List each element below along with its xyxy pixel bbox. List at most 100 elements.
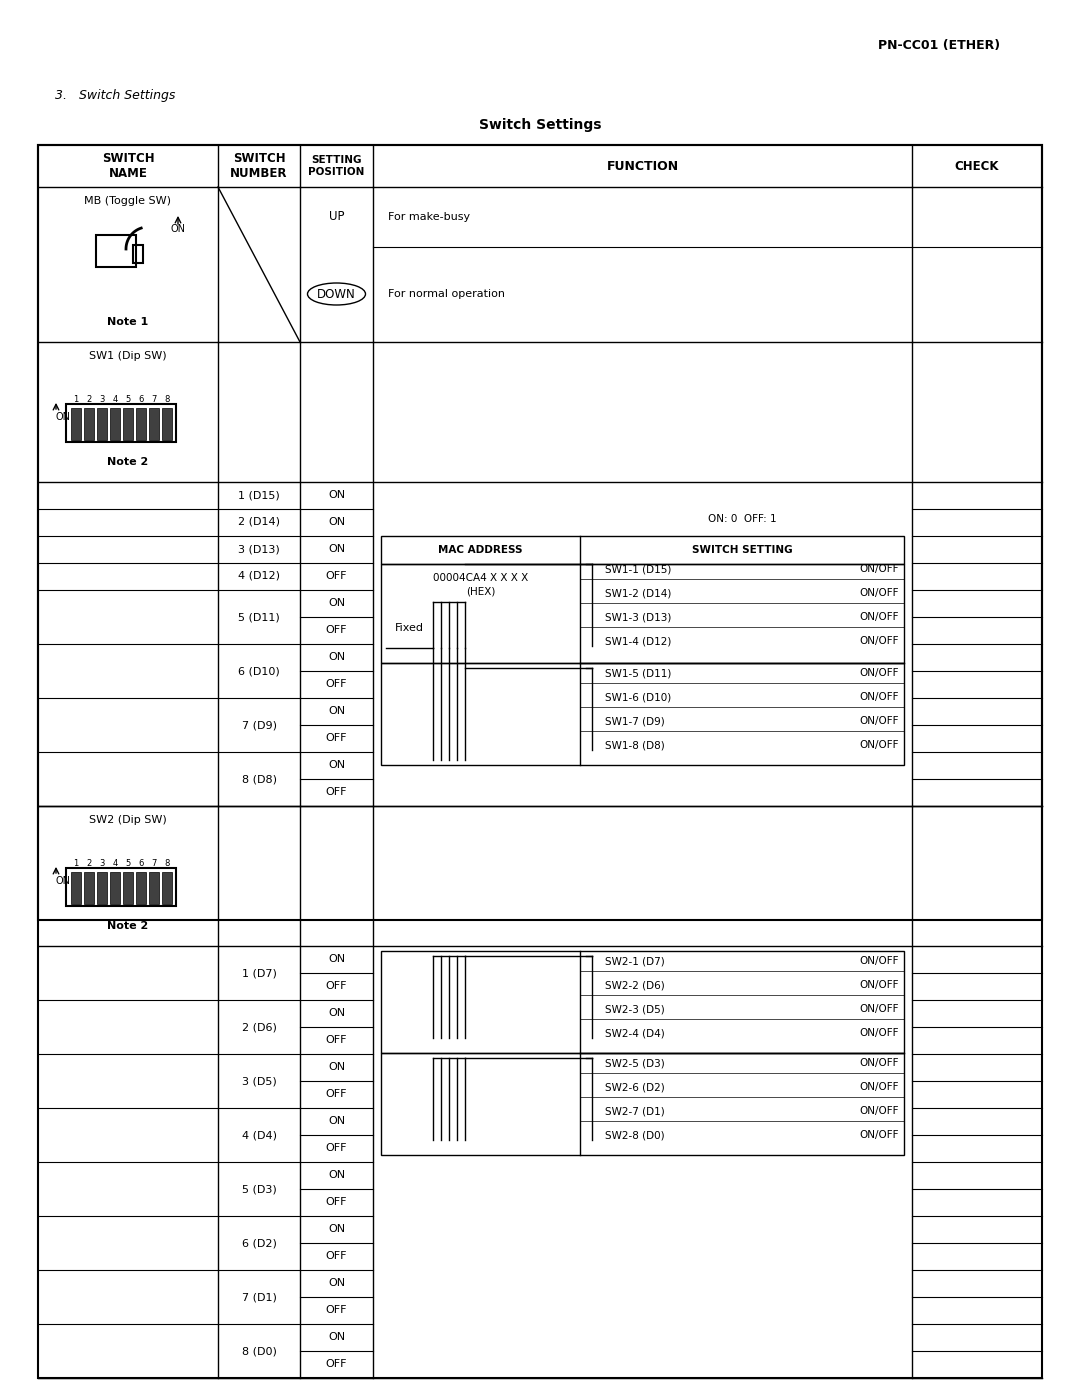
Text: OFF: OFF bbox=[326, 1197, 348, 1207]
Text: Note 2: Note 2 bbox=[107, 921, 149, 930]
Text: OFF: OFF bbox=[326, 679, 348, 689]
Text: 7 (D9): 7 (D9) bbox=[242, 719, 276, 731]
Text: 6: 6 bbox=[138, 395, 144, 405]
Bar bbox=[84, 408, 94, 440]
Text: DOWN: DOWN bbox=[318, 288, 356, 300]
Text: ON/OFF: ON/OFF bbox=[860, 1083, 899, 1092]
Text: 3: 3 bbox=[99, 859, 105, 869]
Bar bbox=[136, 408, 146, 440]
Bar bbox=[97, 408, 107, 440]
Text: ON: ON bbox=[171, 224, 186, 235]
Bar bbox=[149, 872, 159, 904]
Text: SWITCH
NUMBER: SWITCH NUMBER bbox=[230, 152, 287, 180]
Text: OFF: OFF bbox=[326, 571, 348, 581]
Text: Fixed: Fixed bbox=[394, 623, 423, 633]
Bar bbox=[110, 408, 120, 440]
Text: FUNCTION: FUNCTION bbox=[607, 159, 678, 172]
Text: 4 (D4): 4 (D4) bbox=[242, 1130, 276, 1140]
Bar bbox=[381, 664, 904, 766]
Text: ON: ON bbox=[328, 517, 346, 527]
Text: ON/OFF: ON/OFF bbox=[860, 740, 899, 750]
Text: 2: 2 bbox=[86, 395, 92, 405]
Text: ON: ON bbox=[328, 705, 346, 717]
Text: ON: ON bbox=[328, 598, 346, 608]
Text: 4 (D12): 4 (D12) bbox=[238, 571, 280, 581]
Bar bbox=[381, 564, 904, 664]
Text: SW2 (Dip SW): SW2 (Dip SW) bbox=[90, 814, 167, 826]
Text: OFF: OFF bbox=[326, 1143, 348, 1153]
Text: 5 (D11): 5 (D11) bbox=[238, 612, 280, 622]
Bar bbox=[123, 872, 133, 904]
Text: SW2-1 (D7): SW2-1 (D7) bbox=[605, 956, 665, 965]
Text: ON/OFF: ON/OFF bbox=[860, 668, 899, 678]
Text: ON: ON bbox=[328, 1116, 346, 1126]
Text: 6 (D2): 6 (D2) bbox=[242, 1238, 276, 1248]
Text: OFF: OFF bbox=[326, 1250, 348, 1261]
Bar bbox=[71, 408, 81, 440]
Text: SW1-3 (D13): SW1-3 (D13) bbox=[605, 612, 672, 622]
Text: ON: ON bbox=[328, 1171, 346, 1180]
Text: OFF: OFF bbox=[326, 624, 348, 636]
Text: ON: ON bbox=[56, 412, 71, 422]
Bar bbox=[38, 145, 1042, 1377]
Text: ON: ON bbox=[328, 490, 346, 500]
Text: SW1-2 (D14): SW1-2 (D14) bbox=[605, 588, 672, 598]
Text: SW2-3 (D5): SW2-3 (D5) bbox=[605, 1004, 665, 1014]
Text: ON/OFF: ON/OFF bbox=[860, 1004, 899, 1014]
Bar bbox=[381, 1053, 904, 1155]
Bar bbox=[38, 145, 1042, 921]
Text: 3 (D5): 3 (D5) bbox=[242, 1076, 276, 1085]
Text: 7: 7 bbox=[151, 859, 157, 869]
Text: MB (Toggle SW): MB (Toggle SW) bbox=[84, 196, 172, 205]
Text: OFF: OFF bbox=[326, 1090, 348, 1099]
Text: 8 (D8): 8 (D8) bbox=[242, 774, 276, 784]
Text: ON/OFF: ON/OFF bbox=[860, 564, 899, 574]
Text: SW1-8 (D8): SW1-8 (D8) bbox=[605, 740, 665, 750]
Text: SW1-5 (D11): SW1-5 (D11) bbox=[605, 668, 672, 678]
Bar bbox=[162, 408, 172, 440]
Text: ON/OFF: ON/OFF bbox=[860, 717, 899, 726]
Bar bbox=[123, 408, 133, 440]
Text: OFF: OFF bbox=[326, 787, 348, 798]
Text: For normal operation: For normal operation bbox=[388, 289, 505, 299]
Text: SWITCH SETTING: SWITCH SETTING bbox=[691, 545, 793, 555]
Text: ON/OFF: ON/OFF bbox=[860, 956, 899, 965]
Text: 3.   Switch Settings: 3. Switch Settings bbox=[55, 88, 175, 102]
Text: 4: 4 bbox=[112, 859, 118, 869]
Text: ON/OFF: ON/OFF bbox=[860, 1028, 899, 1038]
Text: OFF: OFF bbox=[326, 981, 348, 990]
Text: 3 (D13): 3 (D13) bbox=[238, 543, 280, 555]
Text: ON/OFF: ON/OFF bbox=[860, 692, 899, 703]
Text: ON/OFF: ON/OFF bbox=[860, 612, 899, 622]
Bar bbox=[97, 872, 107, 904]
Text: ON: ON bbox=[328, 1224, 346, 1234]
Text: UP: UP bbox=[328, 211, 345, 224]
Text: 7 (D1): 7 (D1) bbox=[242, 1292, 276, 1302]
Text: ON/OFF: ON/OFF bbox=[860, 1058, 899, 1067]
Bar bbox=[84, 872, 94, 904]
Text: OFF: OFF bbox=[326, 1359, 348, 1369]
Text: PN-CC01 (ETHER): PN-CC01 (ETHER) bbox=[878, 39, 1000, 52]
Text: SW2-4 (D4): SW2-4 (D4) bbox=[605, 1028, 665, 1038]
Text: 1: 1 bbox=[73, 395, 79, 405]
Text: 3: 3 bbox=[99, 395, 105, 405]
Bar bbox=[136, 872, 146, 904]
Text: 2 (D6): 2 (D6) bbox=[242, 1023, 276, 1032]
Text: Note 1: Note 1 bbox=[107, 317, 149, 327]
Text: Switch Settings: Switch Settings bbox=[478, 117, 602, 131]
Text: 7: 7 bbox=[151, 395, 157, 405]
Text: SW1-7 (D9): SW1-7 (D9) bbox=[605, 717, 665, 726]
Text: SW1-6 (D10): SW1-6 (D10) bbox=[605, 692, 672, 703]
Bar bbox=[71, 872, 81, 904]
Text: ON/OFF: ON/OFF bbox=[860, 636, 899, 645]
Text: ON: 0  OFF: 1: ON: 0 OFF: 1 bbox=[707, 514, 777, 524]
Text: SETTING
POSITION: SETTING POSITION bbox=[308, 155, 365, 177]
Text: SW2-7 (D1): SW2-7 (D1) bbox=[605, 1106, 665, 1116]
Bar bbox=[149, 408, 159, 440]
Text: OFF: OFF bbox=[326, 733, 348, 743]
Text: SW2-8 (D0): SW2-8 (D0) bbox=[605, 1130, 664, 1140]
Text: SW1 (Dip SW): SW1 (Dip SW) bbox=[90, 351, 166, 360]
Text: MAC ADDRESS: MAC ADDRESS bbox=[438, 545, 523, 555]
Text: ON: ON bbox=[328, 652, 346, 662]
Text: CHECK: CHECK bbox=[955, 159, 999, 172]
